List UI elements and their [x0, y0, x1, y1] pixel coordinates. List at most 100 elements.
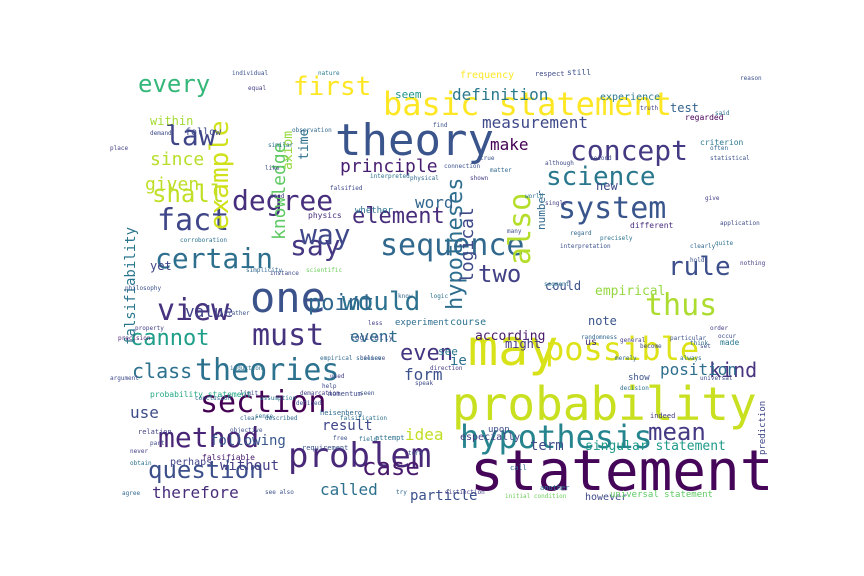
word-perhaps: perhaps	[170, 457, 212, 468]
word-think: think	[690, 340, 708, 347]
word-probability-statement: probability statement	[150, 390, 251, 399]
word-would: would	[342, 287, 420, 317]
word-say: say	[290, 229, 341, 262]
word-give: give	[705, 195, 720, 202]
word-segment: segment	[544, 281, 570, 288]
word-science: science	[546, 162, 656, 192]
word-must: must	[252, 318, 324, 353]
word-set: set	[700, 343, 711, 350]
word-point: point	[308, 291, 374, 316]
word-try: try	[396, 489, 407, 496]
word-second: second	[590, 155, 612, 162]
word-according: according	[475, 329, 545, 344]
word-prediction: prediction	[758, 401, 768, 455]
word-regard: regard	[570, 230, 592, 237]
word-empirical-science: empirical science	[320, 355, 382, 362]
word-quite: quite	[715, 240, 733, 247]
word-still: still	[567, 68, 591, 77]
word-individual: individual	[232, 70, 269, 77]
word-momentum: momentum	[328, 390, 362, 398]
word-interpreted: interpreted	[370, 173, 410, 180]
word-view: view	[157, 293, 230, 328]
word-observation: observation	[292, 127, 332, 134]
word-certain: certain	[155, 242, 273, 275]
word-true: true	[480, 155, 495, 162]
word-section: section	[200, 385, 326, 420]
word-first: first	[293, 72, 371, 102]
word-direction: direction	[430, 365, 463, 372]
word-occur: occur	[718, 333, 736, 340]
word-seem: seem	[395, 88, 422, 101]
word-interpretation: interpretation	[560, 243, 611, 250]
word-hypothesis: hypothesis	[460, 418, 653, 456]
word-different: different	[630, 221, 674, 230]
word-rather: rather	[228, 310, 250, 317]
word-become: become	[640, 343, 662, 350]
word-attempt: attempt	[375, 434, 405, 442]
word-field: field	[359, 436, 377, 443]
word-shall: shall	[152, 180, 224, 208]
word-call: call	[510, 464, 527, 472]
word-always: always	[680, 355, 702, 362]
word-world: world	[525, 193, 543, 200]
word-rule: rule	[668, 252, 731, 282]
word-application: application	[720, 220, 760, 227]
word-see-also: see also	[265, 489, 294, 496]
word-simplicity: simplicity	[246, 267, 283, 274]
word-falsified: falsified	[330, 185, 363, 192]
word-theories: theories	[195, 353, 340, 388]
word-falsifiability: falsifiability	[123, 227, 139, 345]
word-decision: decision	[620, 385, 649, 392]
word-especially: especially	[460, 432, 520, 443]
word-follow: follow	[185, 127, 222, 138]
word-note: note	[588, 314, 617, 328]
word-fact: fact	[157, 203, 229, 238]
word-question: question	[148, 456, 264, 484]
word-nature: nature	[318, 70, 340, 77]
word-truth: truth	[640, 105, 658, 112]
word-less: less	[368, 320, 383, 327]
word-never: never	[130, 448, 148, 455]
word-requirement: requirement	[302, 444, 348, 452]
word-yet: yet	[150, 259, 172, 273]
word-particular: particular	[670, 335, 707, 342]
word-conclusion: conclusion	[195, 395, 232, 402]
word-similar: similar	[268, 142, 294, 149]
word-universal: universal	[700, 375, 733, 382]
word-physics: physics	[308, 211, 342, 220]
word-problem: problem	[288, 436, 431, 476]
word-general: general	[620, 337, 646, 344]
word-following: following	[210, 433, 286, 449]
word-new: new	[596, 179, 618, 193]
word-make: make	[490, 135, 529, 154]
word-often: often	[710, 145, 728, 152]
word-single: single	[545, 200, 567, 207]
word-believe: believe	[360, 355, 386, 362]
word-used: used	[330, 373, 345, 380]
word-see: see	[438, 345, 458, 358]
word-experiment: experiment	[395, 318, 449, 328]
word-element: element	[352, 204, 445, 229]
word-theory: theory	[335, 115, 494, 166]
word-obtain: obtain	[130, 460, 152, 467]
word-criterion: criterion	[700, 138, 744, 147]
word-law: law	[165, 119, 216, 152]
word-logic: logic	[430, 293, 448, 300]
word-scientific: scientific	[306, 267, 343, 274]
word-result: result	[322, 418, 373, 434]
word-precision: precision	[118, 335, 151, 342]
word-particle: particle	[410, 488, 477, 504]
word-demand: demand	[150, 130, 172, 137]
word-test: test	[670, 101, 699, 115]
word-one: one	[250, 273, 326, 322]
word-limit: limit	[240, 390, 258, 397]
word-clear: clear	[240, 415, 258, 422]
word-show: show	[628, 373, 650, 383]
word-find: find	[433, 122, 448, 129]
word-like: like	[265, 165, 280, 172]
word-form: form	[404, 365, 443, 384]
word-probability: probability	[452, 377, 757, 431]
word-however: however	[585, 492, 627, 503]
word-hold: hold	[690, 257, 705, 264]
